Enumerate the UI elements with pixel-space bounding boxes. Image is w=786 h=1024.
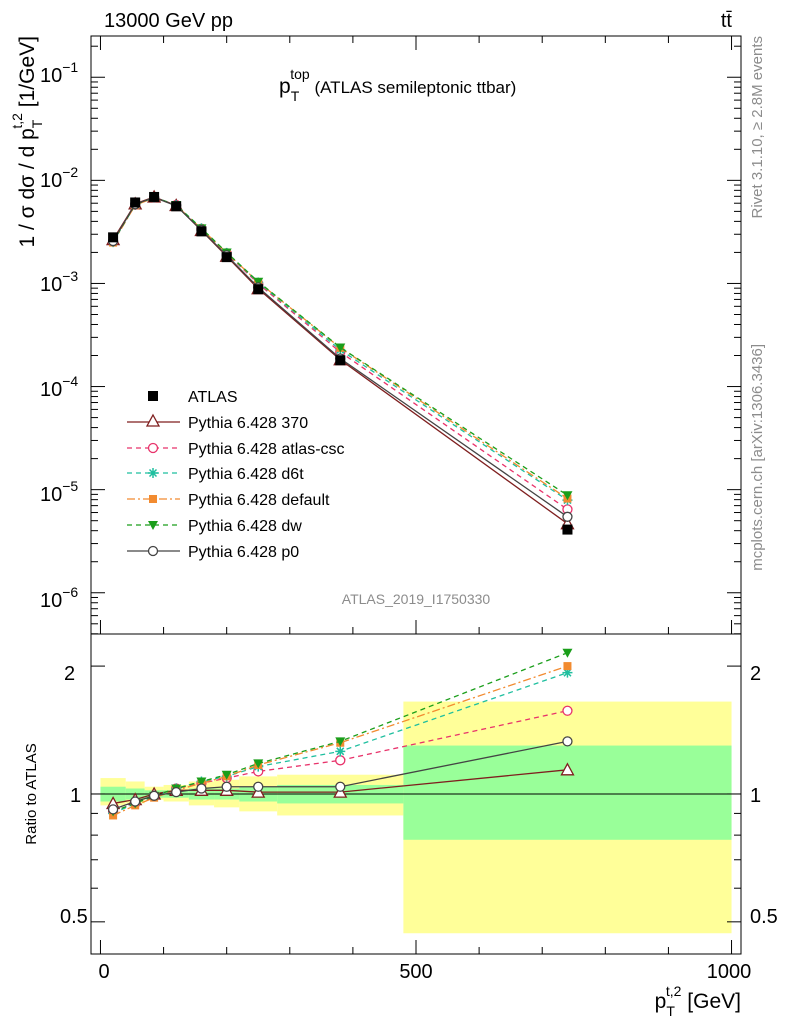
y-tick-label: 10−3 [40,268,78,296]
legend-marker [149,495,157,503]
series-point-ratio [335,781,346,792]
legend-item-default: Pythia 6.428 default [127,492,330,509]
series-point-ratio [196,777,207,787]
data-point [196,226,207,237]
legend-label: Pythia 6.428 dw [188,518,302,535]
legend-label: Pythia 6.428 atlas-csc [188,441,345,458]
ratio-tick-label-right: 0.5 [750,906,778,928]
x-tick-label: 500 [399,961,432,983]
series-point-ratio [221,781,232,792]
data-point [562,524,573,535]
series-point-ratio [107,804,119,815]
ratio-tick-label-right: 2 [750,663,761,685]
series-point-main [335,343,346,353]
legend-marker-data [148,391,158,401]
data-point [171,201,182,212]
series-point-ratio [560,762,575,776]
legend-item-p0: Pythia 6.428 p0 [127,544,299,561]
legend-item-dw: Pythia 6.428 dw [127,518,302,535]
axis-ticks [91,36,741,954]
x-tick-label: 1000 [707,961,752,983]
ratio-tick-label: 0.5 [60,906,88,928]
series-point-main [562,511,573,522]
legend-item-atlas-csc: Pythia 6.428 atlas-csc [127,441,345,458]
ratio-axis-label: Ratio to ATLAS [23,743,40,844]
series-point-main [562,491,573,501]
series-point-ratio [221,770,232,780]
legend: ATLAS Pythia 6.428 370 Pythia 6.428 atla… [127,389,345,561]
band-inner-bin [403,745,732,840]
series-point-main [253,277,264,287]
ratio-tick-label-right: 1 [750,785,761,807]
legend-marker [147,442,159,454]
legend-label: Pythia 6.428 370 [188,415,308,432]
y-tick-label: 10−5 [40,478,78,506]
rivet-version-label: Rivet 3.1.10, ≥ 2.8M events [749,36,766,219]
legend-marker [147,545,159,557]
legend-label: Pythia 6.428 default [188,492,330,509]
analysis-label: ATLAS_2019_I1750330 [342,591,491,607]
series-point-ratio [148,790,160,801]
data-point [253,284,264,295]
legend-item-370: Pythia 6.428 370 [127,413,308,432]
data-point [108,232,119,243]
x-tick-label: 0 [98,961,109,983]
data-point [335,355,346,366]
ratio-tick-label: 1 [70,785,81,807]
data-point [221,252,232,263]
legend-marker [148,468,158,478]
ratio-tick-label: 2 [64,663,75,685]
legend-label: Pythia 6.428 p0 [188,544,299,561]
y-axis-label: 1 / σ dσ / d pTt,2 [1/GeV] [9,36,45,248]
series-point-ratio [130,796,141,807]
series-point-ratio [335,746,346,757]
legend-marker [148,521,158,530]
header-process-label: tt̄ [721,10,733,32]
series-point-ratio [563,662,572,671]
y-tick-label: 10−6 [40,584,78,612]
series-point-ratio [562,648,573,658]
y-tick-label: 10−2 [40,164,78,192]
y-tick-labels: 10−1 10−2 10−3 10−4 10−5 10−6 [40,59,78,612]
header-energy-label: 13000 GeV pp [104,10,233,32]
data-points-group [108,191,573,535]
uncertainty-band-inner [100,745,732,840]
legend-item-data: ATLAS [148,389,238,406]
series-point-ratio [253,781,264,792]
legend-label: Pythia 6.428 d6t [188,466,304,483]
y-tick-label: 10−1 [40,59,78,87]
series-point-ratio [562,705,573,716]
series-point-ratio [171,786,182,798]
legend-item-d6t: Pythia 6.428 d6t [127,466,304,483]
series-point-ratio [335,737,346,747]
legend-marker [145,413,161,427]
series-line-ratio [112,665,568,817]
y-tick-label: 10−4 [40,373,78,401]
series-point-ratio [196,783,207,794]
series-point-ratio [335,755,346,766]
data-point [130,197,141,208]
series-point-ratio [562,667,573,678]
mcplots-label: mcplots.cern.ch [arXiv:1306.3436] [749,344,766,571]
x-axis-label: pTt,2 [GeV] [655,983,741,1019]
series-point-ratio [562,736,573,747]
series-point-ratio [253,759,264,769]
legend-label: ATLAS [188,389,238,406]
data-point [149,191,160,202]
ratio-series-group [105,648,575,820]
plot-title: pTtop (ATLAS semileptonic ttbar) [279,66,516,104]
